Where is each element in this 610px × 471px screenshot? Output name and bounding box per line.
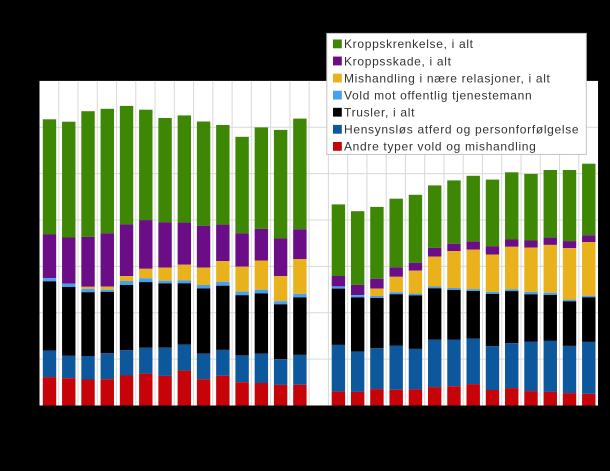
svg-text:Andre typer vold og mishandlin: Andre typer vold og mishandling [344,140,537,154]
svg-text:Vold mot offentlig tjenesteman: Vold mot offentlig tjenestemann [344,88,532,102]
svg-text:Trusler, i alt: Trusler, i alt [344,106,415,120]
svg-text:Hensynsløs atferd og personfor: Hensynsløs atferd og personforfølgelse [344,123,579,137]
svg-text:Mishandling i nære relasjoner,: Mishandling i nære relasjoner, i alt [344,71,551,85]
svg-text:Kroppsskade, i alt: Kroppsskade, i alt [344,54,452,68]
svg-text:Kroppskrenkelse, i alt: Kroppskrenkelse, i alt [344,37,474,51]
